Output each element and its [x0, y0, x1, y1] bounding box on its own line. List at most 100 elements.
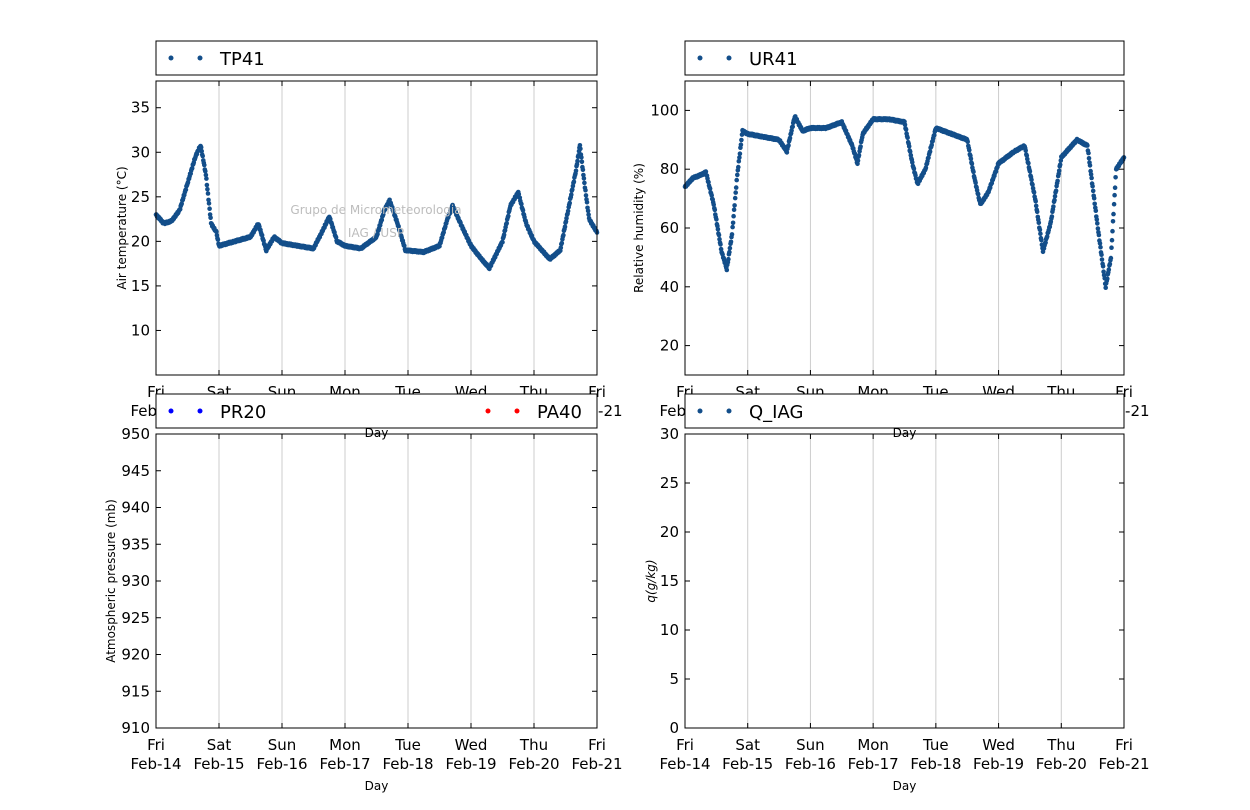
data-point: [1056, 168, 1062, 174]
data-point: [716, 232, 722, 238]
data-point: [855, 158, 861, 163]
data-point: [1097, 241, 1103, 246]
data-point: [1029, 177, 1034, 182]
data-point: [1098, 244, 1103, 250]
x-tick-label-date: Feb-14: [130, 755, 181, 773]
data-point: [1112, 185, 1118, 190]
data-point: [1030, 182, 1035, 187]
data-point: [905, 135, 910, 141]
data-point: [1033, 203, 1039, 209]
data-point: [727, 249, 732, 255]
data-point: [911, 166, 917, 172]
data-point: [736, 158, 742, 164]
legend-label: Q_IAG: [749, 402, 803, 423]
x-tick-label-day: Wed: [455, 736, 488, 754]
legend-marker: [485, 408, 491, 414]
data-point: [718, 242, 723, 247]
y-tick-label: 910: [121, 719, 150, 737]
legend-label: PA40: [537, 402, 582, 423]
y-tick-label: 925: [121, 609, 150, 627]
data-point: [582, 180, 587, 186]
y-tick-label: 915: [121, 682, 150, 700]
x-tick-label-date: Feb-21: [1098, 755, 1149, 773]
y-tick-label: 20: [660, 337, 679, 355]
x-tick-label-day: Mon: [857, 736, 889, 754]
data-point: [739, 137, 744, 143]
data-point: [519, 201, 524, 207]
data-point: [1107, 261, 1113, 267]
data-point: [709, 193, 714, 198]
data-point: [1034, 209, 1040, 215]
data-point: [562, 224, 568, 230]
data-point: [1112, 192, 1117, 198]
data-point: [737, 151, 743, 156]
data-point: [1111, 211, 1116, 217]
data-point: [734, 177, 739, 183]
data-point: [1024, 153, 1030, 158]
data-point: [183, 187, 189, 192]
x-tick-label-date: Feb-15: [193, 755, 244, 773]
data-point: [903, 127, 909, 132]
data-point: [1052, 197, 1057, 203]
legend-marker: [697, 408, 703, 414]
data-point: [787, 135, 793, 141]
y-axis-label: q(g/kg): [644, 559, 658, 602]
data-point: [1103, 285, 1108, 291]
data-point: [585, 208, 591, 214]
data-point: [558, 245, 564, 251]
y-tick-label: 945: [121, 462, 150, 480]
data-point: [1055, 178, 1060, 184]
x-tick-label-date: Feb-19: [445, 755, 496, 773]
data-point: [561, 232, 566, 238]
x-axis-label: Day: [365, 426, 389, 440]
y-axis-label: Relative humidity (%): [632, 163, 646, 293]
data-point: [203, 168, 208, 174]
data-point: [1095, 221, 1100, 226]
x-tick-label-day: Tue: [394, 736, 421, 754]
data-point: [575, 158, 580, 164]
data-point: [1043, 240, 1048, 245]
data-point: [728, 239, 734, 245]
y-tick-label: 30: [131, 143, 150, 161]
data-point: [1087, 163, 1093, 168]
data-point: [1110, 228, 1115, 234]
data-point: [204, 176, 209, 181]
data-point: [581, 176, 587, 181]
data-point: [1086, 150, 1091, 156]
data-point: [200, 153, 205, 159]
data-point: [1057, 162, 1063, 167]
data-point: [1089, 175, 1094, 181]
data-point: [968, 156, 974, 162]
data-point: [202, 162, 207, 168]
y-tick-label: 80: [660, 160, 679, 178]
data-point: [583, 193, 589, 198]
data-point: [1039, 237, 1044, 243]
data-point: [1109, 237, 1115, 243]
data-point: [730, 220, 736, 226]
data-point: [967, 147, 972, 153]
axes-frame: [155, 80, 598, 376]
data-point: [1090, 188, 1096, 194]
x-tick-label-date: Feb-20: [508, 755, 559, 773]
data-point: [858, 144, 863, 149]
x-tick-label-date: Feb-20: [1036, 755, 1087, 773]
data-point: [1108, 255, 1114, 261]
data-point: [971, 169, 976, 175]
data-point: [397, 229, 403, 234]
data-point: [1049, 214, 1055, 219]
data-point: [579, 155, 584, 160]
data-point: [1027, 169, 1033, 174]
data-point: [910, 160, 915, 165]
data-point: [1105, 276, 1110, 282]
data-point: [586, 212, 591, 217]
data-point: [733, 190, 738, 195]
x-tick-label-day: Thu: [1046, 736, 1075, 754]
y-tick-label: 40: [660, 278, 679, 296]
data-point: [786, 143, 791, 148]
data-point: [581, 172, 586, 178]
x-tick-label-day: Wed: [982, 736, 1015, 754]
data-point: [729, 232, 735, 237]
y-tick-label: 35: [131, 99, 150, 117]
data-point: [727, 245, 733, 251]
data-point: [520, 208, 526, 213]
